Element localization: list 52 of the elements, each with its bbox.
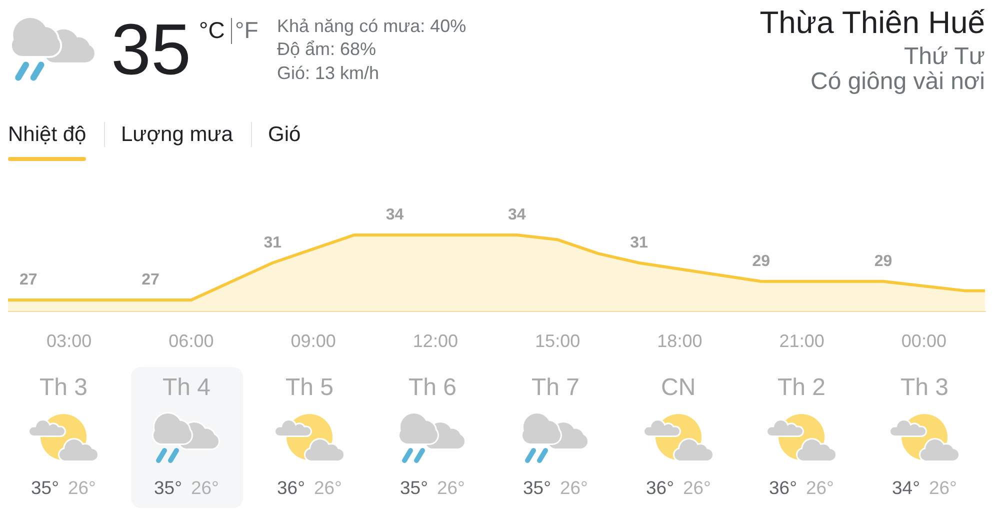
text: Thừa Thiên Huế	[760, 4, 985, 40]
text: Nhiệt độ	[8, 123, 86, 146]
category-label: Th 3	[40, 374, 88, 401]
annotation: 36°	[277, 477, 305, 498]
annotation: 26°	[68, 477, 96, 498]
annotation: 26°	[314, 477, 342, 498]
data-label: 29	[752, 252, 770, 270]
annotation: 36°	[769, 477, 797, 498]
category-label: Th 3	[900, 374, 949, 401]
text: 35	[111, 10, 192, 90]
text: °F	[235, 16, 258, 43]
x-tick-label: 09:00	[290, 330, 336, 351]
text: Có giông vài nơi	[810, 68, 985, 95]
data-label: 31	[264, 234, 282, 252]
data-label: 27	[19, 271, 38, 288]
category-label: Th 6	[408, 374, 457, 401]
text: Lượng mưa	[121, 123, 233, 146]
text: °C	[199, 16, 225, 43]
data-label: 31	[630, 234, 648, 252]
text: Thứ Tư	[904, 42, 985, 70]
annotation: 35°	[31, 477, 59, 498]
annotation: 26°	[436, 477, 465, 498]
data-label: 34	[508, 206, 526, 224]
text: Gió	[268, 123, 301, 146]
x-tick-label: 15:00	[535, 330, 580, 351]
text: Độ ẩm: 68%	[277, 38, 376, 59]
annotation: 26°	[190, 477, 219, 498]
annotation: 26°	[560, 477, 588, 498]
x-tick-label: 06:00	[168, 330, 214, 351]
x-tick-label: 03:00	[46, 330, 92, 351]
data-label: 29	[874, 252, 892, 270]
x-tick-label: 18:00	[657, 330, 702, 351]
category-label: Th 5	[286, 374, 334, 401]
annotation: 26°	[928, 477, 957, 498]
annotation: 35°	[154, 477, 182, 498]
category-label: Th 4	[162, 374, 211, 401]
annotation: 36°	[646, 477, 674, 498]
annotation: 34°	[892, 477, 920, 498]
category-label: Th 2	[778, 374, 826, 401]
annotation: 26°	[682, 477, 711, 498]
x-tick-label: 12:00	[412, 330, 458, 351]
text: Khả năng có mưa: 40%	[277, 16, 466, 36]
annotation: 35°	[523, 477, 551, 498]
data-label: 27	[142, 271, 160, 288]
data-label: 34	[386, 206, 404, 224]
x-tick-label: 00:00	[901, 330, 946, 351]
annotation: 26°	[806, 477, 834, 498]
x-tick-label: 21:00	[779, 330, 824, 351]
category-label: Th 7	[532, 374, 580, 401]
text: Gió: 13 km/h	[277, 62, 380, 83]
annotation: 35°	[400, 477, 428, 498]
category-label: CN	[661, 374, 696, 401]
